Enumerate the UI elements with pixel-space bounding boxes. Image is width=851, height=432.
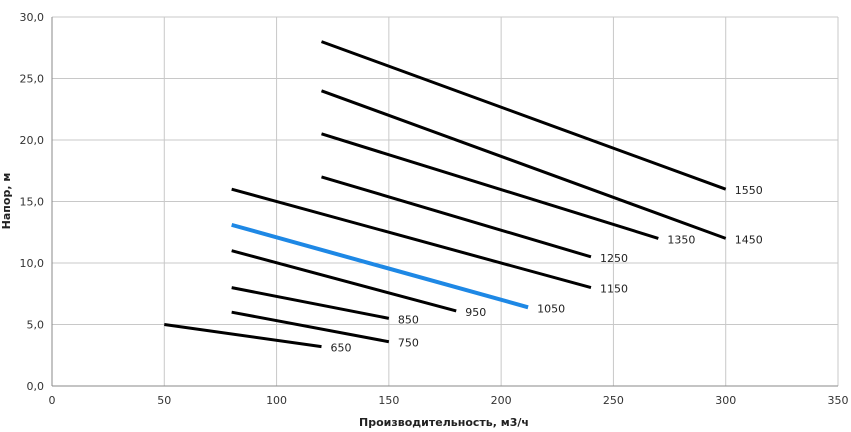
series-labels: 650 750 850 950 1050 1150 1250 1350 1450 1550 [330,184,762,354]
y-tick-label: 30,0 [20,11,45,24]
x-tick-label: 200 [491,394,512,407]
y-tick-label: 20,0 [20,134,45,147]
x-tick-label: 350 [828,394,849,407]
series-label-1450: 1450 [735,233,763,246]
y-tick-labels: 0,0 5,0 10,0 15,0 20,0 25,0 30,0 [20,11,45,393]
y-tick-label: 5,0 [27,319,45,332]
gridlines [52,16,839,386]
series-line-1150 [231,187,592,290]
x-axis-title: Производительность, м3/ч [359,416,529,429]
x-tick-label: 250 [603,394,624,407]
series-line-950 [231,249,457,313]
x-tick-label: 100 [266,394,287,407]
series-line-1050 [231,222,529,310]
x-tick-label: 0 [49,394,56,407]
series-line-1350 [321,132,659,240]
y-axis-title: Напор, м [0,173,13,230]
x-tick-label: 150 [378,394,399,407]
y-tick-label: 25,0 [20,73,45,86]
series-line-1550 [320,40,727,191]
x-tick-labels: 0 50 100 150 200 250 300 350 [49,394,849,407]
axes [51,17,838,387]
series-label-1150: 1150 [600,283,628,296]
series-label-850: 850 [398,313,419,326]
series-lines [164,40,727,349]
series-line-1450 [320,89,727,240]
series-line-650 [164,323,322,349]
series-label-1250: 1250 [600,252,628,265]
y-tick-label: 15,0 [20,196,45,209]
x-tick-label: 50 [157,394,171,407]
series-label-750: 750 [398,337,419,350]
y-tick-label: 10,0 [20,257,45,270]
series-label-650: 650 [330,342,351,355]
series-line-1250 [321,175,592,259]
series-label-1050: 1050 [537,302,565,315]
series-line-750 [231,310,390,344]
series-line-850 [231,286,390,320]
y-tick-label: 0,0 [27,380,45,393]
series-label-1350: 1350 [667,233,695,246]
series-label-950: 950 [465,306,486,319]
x-tick-label: 300 [715,394,736,407]
series-label-1550: 1550 [735,184,763,197]
